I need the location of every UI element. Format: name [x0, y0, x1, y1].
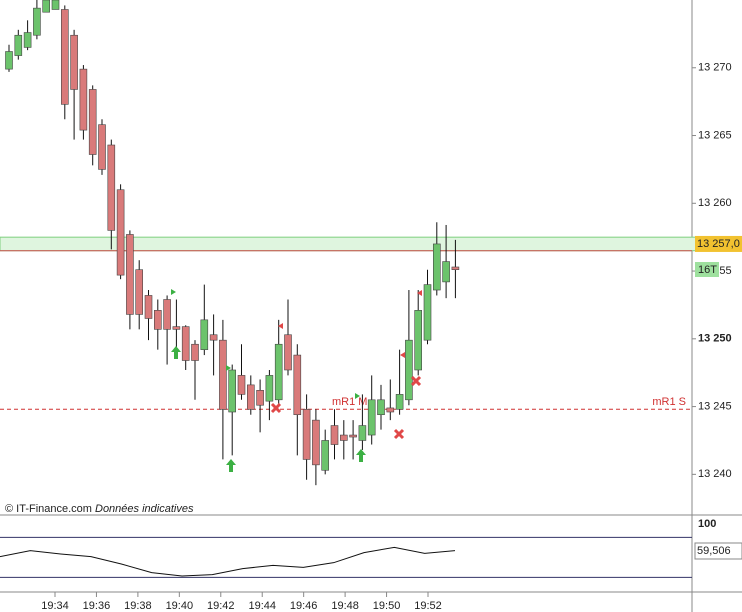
candle-body — [219, 339, 227, 410]
sell-cross — [270, 402, 282, 414]
candle-body — [405, 339, 413, 401]
price-badge-label: 13 257,0 — [697, 238, 740, 250]
candle-body — [181, 326, 190, 361]
candle-body — [395, 394, 404, 410]
indicator-badge — [694, 542, 742, 560]
signals — [171, 289, 422, 472]
footer-source: © IT-Finance.com — [5, 503, 92, 515]
candle-body — [33, 7, 41, 36]
candle-body — [88, 89, 97, 155]
y-tick-label: 13 245 — [698, 400, 732, 412]
candle-body — [144, 295, 153, 319]
y-tick-label: 13 240 — [698, 468, 732, 480]
candle-body — [172, 326, 181, 330]
y-tick-label: 13 270 — [698, 62, 732, 74]
candle-body — [330, 425, 339, 445]
level-label: mR1 M — [332, 396, 367, 408]
y-tick-label: 13 250 — [698, 333, 732, 345]
x-tick-label: 19:44 — [248, 600, 276, 612]
sell-cross — [410, 375, 422, 387]
candle-body — [116, 189, 125, 276]
x-tick-label: 19:42 — [207, 600, 235, 612]
x-tick-label: 19:46 — [290, 600, 318, 612]
candle-body — [274, 343, 283, 401]
level-label: mR1 S — [652, 396, 686, 408]
y-tick-label: 13 260 — [698, 197, 732, 209]
candle-body — [5, 51, 13, 70]
x-tick-label: 19:36 — [83, 600, 111, 612]
candle-body — [154, 310, 162, 330]
signal-triangle — [226, 365, 231, 371]
signal-triangle — [417, 290, 422, 296]
x-tick-label: 19:38 — [124, 600, 152, 612]
x-tick-label: 19:48 — [331, 600, 359, 612]
candle-body — [386, 407, 395, 413]
buy-arrow — [356, 449, 366, 462]
candle-body — [209, 334, 218, 341]
candle-body — [60, 9, 69, 105]
candle-body — [293, 354, 302, 416]
candle-body — [256, 390, 264, 406]
candle-body — [191, 343, 199, 361]
candle-body — [265, 375, 274, 402]
footer-note: Données indicatives — [95, 503, 194, 515]
candle-body — [367, 399, 376, 436]
candle-body — [358, 425, 367, 441]
sell-cross — [393, 428, 405, 440]
candle-body — [98, 124, 106, 170]
candle-body — [200, 319, 209, 350]
tick-badge — [695, 262, 719, 277]
signal-triangle — [171, 289, 176, 295]
x-tick-label: 19:40 — [166, 600, 194, 612]
buy-arrow — [171, 346, 181, 359]
candle-body — [423, 284, 432, 341]
indicator-tick-label: 100 — [698, 518, 716, 530]
x-tick-label: 19:52 — [414, 600, 442, 612]
candle-body — [377, 399, 385, 416]
candle-body — [432, 243, 441, 291]
price-badge — [695, 235, 742, 252]
signal-triangle — [355, 393, 360, 399]
candle-body — [442, 261, 450, 283]
candle-body — [302, 408, 311, 460]
tick-badge-label: 16T — [698, 264, 717, 276]
candle-body — [51, 0, 60, 10]
candle-body — [163, 299, 171, 330]
candle-body — [349, 434, 357, 438]
y-tick-label: 13 265 — [698, 129, 732, 141]
candle-body — [247, 384, 255, 410]
candle-body — [321, 440, 330, 471]
buy-arrow — [226, 459, 236, 472]
candle-body — [135, 269, 143, 315]
x-tick-label: 19:34 — [41, 600, 69, 612]
candle-body — [284, 334, 292, 371]
candle-body — [312, 419, 320, 466]
candle-body — [451, 266, 460, 270]
x-tick-label: 19:50 — [373, 600, 401, 612]
signal-triangle — [400, 352, 405, 358]
candle-body — [107, 144, 116, 231]
candle-body — [339, 434, 348, 441]
candle-body — [237, 375, 246, 395]
candle-body — [126, 234, 134, 315]
candle-body — [42, 0, 51, 13]
indicator-badge-label: 59,506 — [697, 545, 731, 557]
candle-body — [228, 369, 236, 413]
candle-body — [14, 34, 23, 56]
candle-body — [79, 68, 88, 131]
signal-triangle — [278, 323, 283, 329]
candle-body — [23, 32, 32, 48]
candle-body — [414, 310, 423, 371]
candle-body — [70, 34, 78, 90]
indicator-line — [0, 546, 456, 577]
